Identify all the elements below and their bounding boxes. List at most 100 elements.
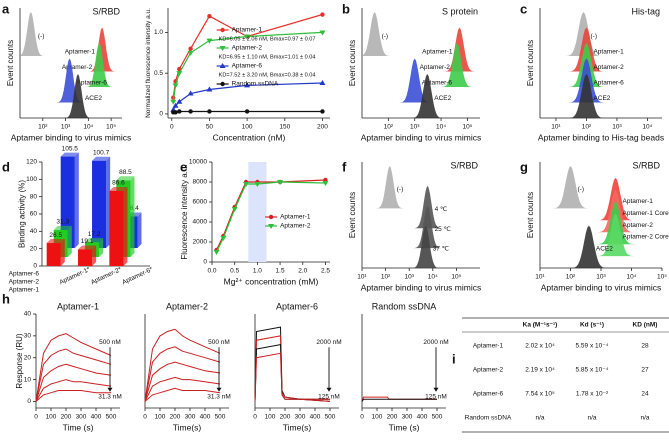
series-line [35, 333, 112, 402]
series-line [361, 398, 437, 402]
table-cell: n/a [587, 415, 596, 422]
x-tick-label: 10³ [410, 124, 420, 131]
table-header: KD (nM) [633, 322, 658, 329]
legend-marker [268, 214, 274, 220]
table-cell: 2.02 x 10⁴ [525, 343, 555, 350]
bar-side [123, 186, 128, 266]
point [231, 207, 238, 212]
x-tick-label: 100 [265, 414, 276, 421]
point [207, 109, 212, 114]
x-tick-label: 0 [253, 414, 257, 421]
arrow-head [326, 387, 332, 392]
x-tick-label: 0.0 [207, 268, 216, 275]
bar-side [99, 238, 104, 257]
series-line [35, 390, 111, 402]
series-label: Aptamer-2 [420, 64, 451, 71]
point [206, 86, 213, 92]
table-cell: Aptamer-6 [473, 391, 504, 398]
panel-letter: a [2, 1, 10, 16]
bar-top [109, 186, 128, 191]
legend-marker [268, 224, 275, 229]
table-cell: n/a [640, 415, 649, 422]
series-label: (-) [590, 33, 597, 40]
x-axis-label: Mg²⁺ concentration (mM) [224, 276, 319, 286]
panel-title: S protein [442, 6, 478, 16]
y-tick-label: 100 [26, 176, 37, 183]
bar [60, 156, 75, 248]
table-cell: 5.85 x 10⁻⁴ [576, 367, 609, 374]
x-tick-label: 10³ [612, 124, 622, 131]
bar-top [46, 239, 65, 244]
annotation: 2000 nM [316, 339, 341, 346]
density-peak [53, 58, 86, 103]
density-peak [396, 58, 434, 103]
panel-title: His-tag [631, 6, 660, 16]
point [170, 99, 177, 105]
point [176, 98, 183, 104]
x-tick-label: 10⁵ [106, 124, 116, 131]
series-label: Aptamer-2 [623, 222, 654, 229]
point [322, 181, 329, 186]
y-tick-label: 60 [30, 211, 38, 218]
panel-title: Random ssDNA [372, 301, 437, 311]
series-label: (-) [382, 33, 389, 40]
series-label: Aptamer-1 [65, 48, 96, 55]
x-tick-label: 50 [206, 124, 214, 131]
point [319, 30, 326, 36]
legend-label: Aptamer-2 [232, 45, 263, 52]
annotation: 500 nM [99, 339, 121, 346]
annotation: 125 nM [318, 393, 340, 400]
panel-title: S/RBD [92, 6, 120, 16]
x-axis-label: Time (s) [389, 422, 420, 432]
x-tick-label: 0 [143, 414, 147, 421]
table-cell: 1.78 x 10⁻² [576, 391, 609, 398]
annotation: 31.3 nM [98, 393, 122, 400]
series-label: 25 ℃ [435, 226, 452, 233]
series-label: Aptamer-1 [9, 287, 40, 294]
table-cell: 5.59 x 10⁻⁴ [576, 343, 609, 350]
x-tick-label: 2.5 [321, 268, 330, 275]
x-tick-label: 10² [38, 124, 48, 131]
panel-letter: c [520, 1, 527, 16]
y-tick-label: 1.0 [154, 29, 163, 36]
bar [46, 243, 61, 266]
series-label: Aptamer-2 Core [623, 234, 669, 241]
y-tick-label: 80 [30, 193, 38, 200]
point [243, 182, 250, 187]
point [277, 180, 284, 185]
category-label: Aptamer-6* [121, 266, 154, 286]
x-tick-label: 10³ [61, 124, 71, 131]
table-cell: 24 [641, 391, 649, 398]
panel-title: Aptamer-6 [276, 301, 318, 311]
point [244, 82, 251, 88]
bar [78, 249, 93, 266]
value-label: 17.2 [88, 231, 101, 238]
bar-top [60, 152, 79, 157]
x-tick-label: 10³ [596, 274, 606, 281]
x-tick-label: 200 [387, 414, 398, 421]
x-axis-label: Concentration (nM) [213, 132, 286, 142]
x-axis-label: Aptamer binding to virus mimics [11, 132, 131, 142]
x-axis-label: Aptamer binding to His-tag beads [538, 132, 664, 142]
series-label: Aptamer-2 [593, 64, 624, 71]
x-tick-label: 0.5 [230, 268, 239, 275]
series-label: (-) [578, 186, 585, 193]
bar [109, 190, 124, 266]
legend-marker [219, 46, 226, 51]
x-axis-label: Time(s) [173, 422, 202, 432]
y-tick-label: 40 [24, 311, 32, 318]
arrow-head [107, 387, 113, 392]
bar-side [67, 225, 72, 257]
x-tick-label: 10¹ [357, 274, 367, 281]
point [172, 102, 179, 108]
table-cell: 28 [641, 343, 649, 350]
x-tick-label: 300 [295, 414, 306, 421]
legend-marker [219, 63, 226, 68]
density-peak [549, 166, 592, 209]
y-tick-label: 30 [24, 333, 32, 340]
density-peak [62, 74, 94, 118]
table-cell: Random ssDNA [465, 415, 512, 422]
bar-top [78, 245, 97, 250]
point [207, 13, 212, 19]
series-label: ACE2 [593, 95, 610, 102]
